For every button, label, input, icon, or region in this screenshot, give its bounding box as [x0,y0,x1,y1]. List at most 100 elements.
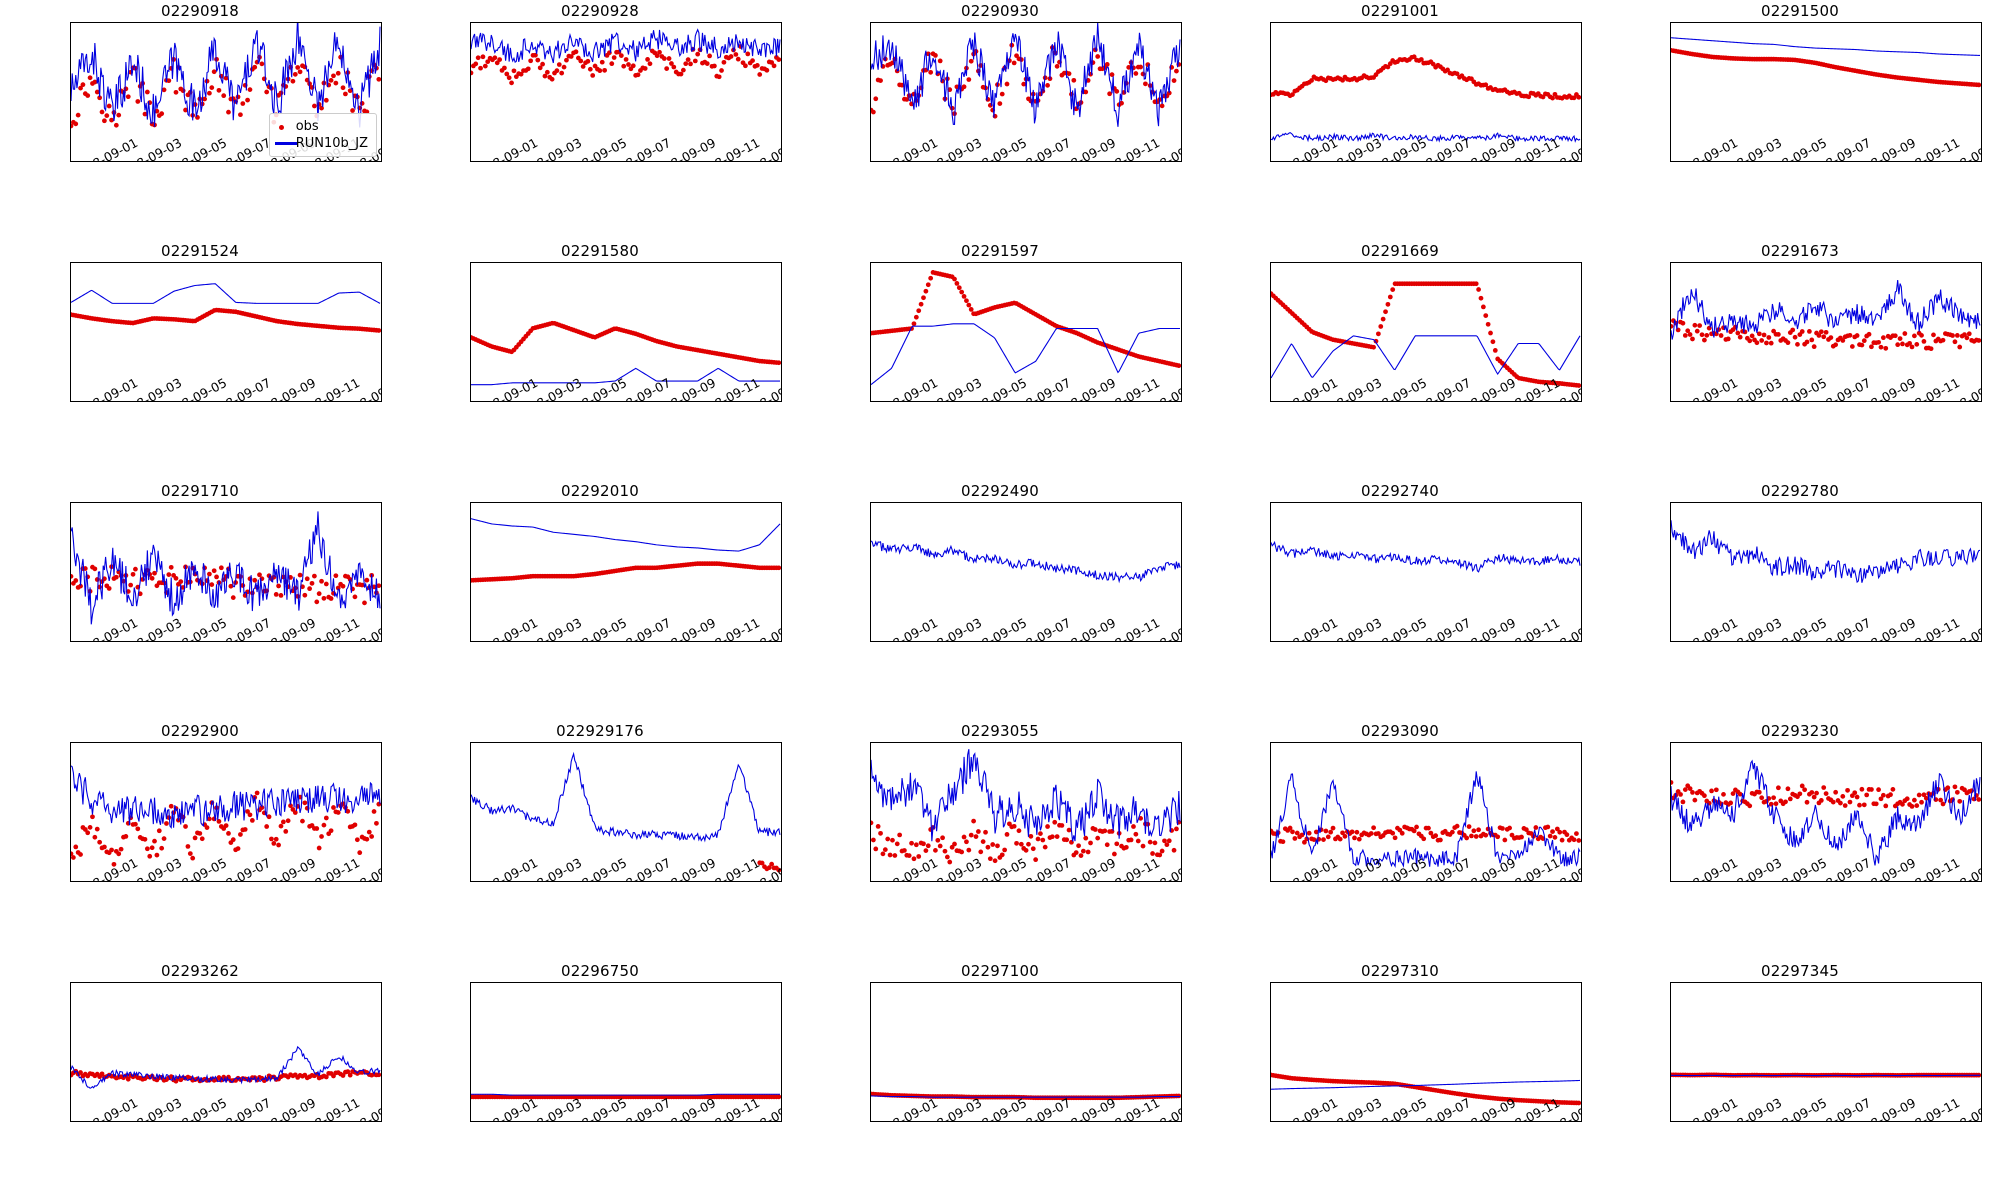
series-canvas [471,751,781,873]
y-tick-mark [470,799,471,800]
series-canvas [71,23,381,129]
y-tick-mark [470,577,471,578]
x-tick-mark [115,401,116,402]
y-tick-mark [1270,841,1271,842]
plot-axes: 0.60.40.20-0.22018-09-012018-09-032018-0… [70,982,382,1122]
series-canvas [1671,759,1981,866]
y-tick-mark [870,781,871,782]
series-canvas [1671,280,1981,352]
y-tick-mark [70,1114,71,1115]
x-tick-mark [649,401,650,402]
y-tick-mark [870,291,871,292]
y-tick-mark [1670,834,1671,835]
x-tick-mark [160,161,161,162]
y-tick-mark [1670,69,1671,70]
x-tick-mark [338,1121,339,1122]
plot-axes: 0.10-0.1-0.22018-09-012018-09-032018-09-… [1670,742,1982,882]
x-tick-mark [693,641,694,642]
x-tick-mark [71,161,72,162]
y-tick-mark [70,806,71,807]
model-line [1271,1079,1581,1090]
panel-title: 02291524 [161,242,239,260]
y-tick-mark [70,1053,71,1054]
x-tick-mark [1271,641,1272,642]
x-tick-mark [515,401,516,402]
panel-title: 02291710 [161,482,239,500]
obs-points [1271,1072,1581,1106]
y-tick-mark [1670,295,1671,296]
y-tick-mark [470,1014,471,1015]
y-tick-mark [1670,869,1671,870]
x-tick-mark [1760,401,1761,402]
y-tick-mark [70,1083,71,1084]
x-tick-mark [693,401,694,402]
x-tick-mark [293,881,294,882]
y-tick-mark [1270,337,1271,338]
x-tick-mark [1138,881,1139,882]
x-tick-mark [738,1121,739,1122]
x-tick-mark [293,161,294,162]
x-tick-mark [471,881,472,882]
series-canvas [1671,520,1981,584]
x-tick-mark [71,641,72,642]
y-tick-mark [70,370,71,371]
obs-points [471,44,781,86]
x-tick-mark [560,1121,561,1122]
x-tick-mark [1893,881,1894,882]
panel-title: 02291673 [1761,242,1839,260]
obs-points [871,270,1181,369]
model-line [71,1045,381,1089]
subplot-panel: 02290930 0.50-0.5-12018-09-012018-09-0320… [800,0,1200,240]
series-canvas [871,270,1181,386]
y-tick-mark [1670,542,1671,543]
panel-title: 02290928 [561,2,639,20]
x-tick-mark [1093,401,1094,402]
subplot-panel: 02292490 0.40.20-0.22018-09-012018-09-032… [800,480,1200,720]
x-tick-mark [338,161,339,162]
y-tick-mark [870,339,871,340]
x-tick-mark [1449,1121,1450,1122]
x-tick-mark [1671,401,1672,402]
x-tick-mark [960,1121,961,1122]
subplot-panel: 02292900 0.750.50.250-0.252018-09-012018-… [0,720,400,960]
plot-axes: 0.50-0.52018-09-012018-09-032018-09-0520… [470,502,782,642]
x-tick-mark [693,881,694,882]
x-tick-mark [160,881,161,882]
x-tick-mark [1893,1121,1894,1122]
y-tick-mark [870,153,871,154]
model-line [1671,520,1981,584]
y-tick-mark [1670,32,1671,33]
plot-axes: 0.50-0.52018-09-012018-09-032018-09-0520… [70,262,382,402]
x-tick-mark [115,161,116,162]
x-tick-mark [249,1121,250,1122]
subplot-panel: 02291597 0.20-0.22018-09-012018-09-032018… [800,240,1200,480]
y-tick-mark [1670,344,1671,345]
legend-entry[interactable]: RUN10b_JZ [274,135,368,152]
x-tick-mark [915,161,916,162]
panel-title: 02293055 [961,722,1039,740]
x-tick-mark [160,641,161,642]
legend: obs RUN10b_JZ [268,113,377,157]
subplot-panel: 02291673 0.50-0.52018-09-012018-09-032018… [1600,240,2000,480]
y-tick-mark [470,74,471,75]
x-tick-mark [1404,881,1405,882]
x-tick-mark [1849,161,1850,162]
x-tick-mark [1715,401,1716,402]
x-tick-mark [71,1121,72,1122]
x-tick-mark [515,1121,516,1122]
x-tick-mark [249,641,250,642]
legend-dot-marker [275,118,289,135]
plot-axes: 0.40.20-0.22018-09-012018-09-032018-09-0… [470,262,782,402]
x-tick-mark [1138,401,1139,402]
y-tick-mark [1270,1005,1271,1006]
x-tick-mark [604,401,605,402]
x-tick-mark [1538,641,1539,642]
x-tick-mark [1138,1121,1139,1122]
panel-title: 02291580 [561,242,639,260]
x-tick-mark [1671,881,1672,882]
x-tick-mark [693,1121,694,1122]
legend-entry[interactable]: obs [275,118,368,135]
y-tick-mark [70,626,71,627]
x-tick-mark [249,401,250,402]
